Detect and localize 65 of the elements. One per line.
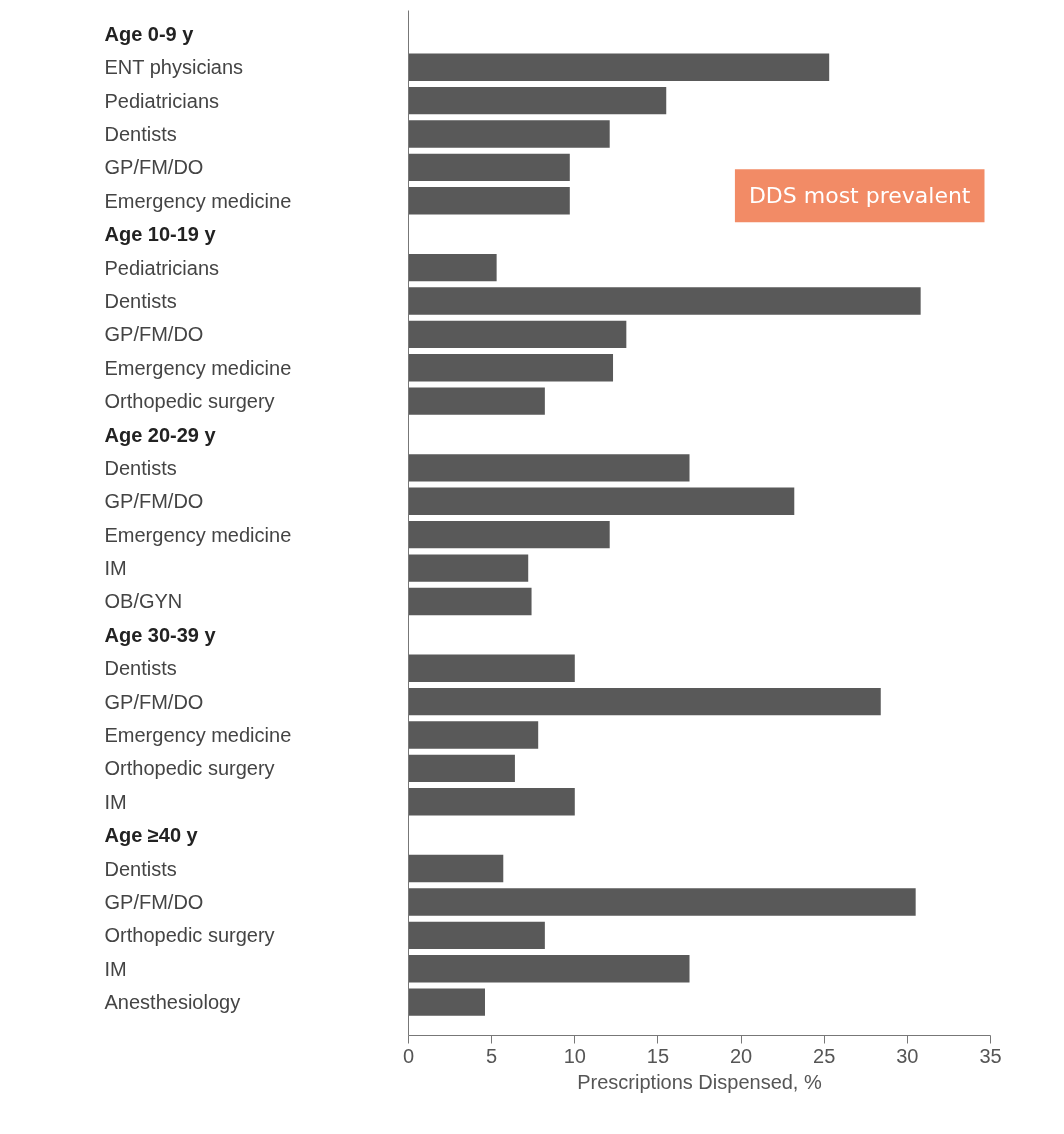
y-tick-label: GP/FM/DO [104,690,204,713]
y-tick-label: Age 0-9 y [104,22,195,45]
y-tick-label: GP/FM/DO [104,490,204,513]
y-tick-label: Age ≥40 y [104,824,199,847]
bar [408,921,545,950]
y-tick-label: IM [104,957,127,980]
y-tick-label: Orthopedic surgery [104,757,275,780]
y-tick-label: Emergency medicine [104,724,292,747]
y-tick-label: ENT physicians [104,56,244,79]
y-tick-label: IM [104,557,127,580]
y-tick-label: OB/GYN [104,590,183,613]
bar [408,888,916,916]
y-tick-label: IM [104,790,127,813]
bar [408,320,627,349]
y-tick-label: Orthopedic surgery [104,924,275,947]
bar [408,955,690,983]
y-tick-label: Dentists [104,657,177,680]
bar [408,721,539,749]
y-tick-label: Age 10-19 y [104,223,217,246]
bar [408,354,614,382]
bar [408,86,667,115]
y-tick-label: Dentists [104,456,177,479]
bar [408,120,610,148]
bar [408,587,532,616]
bar [408,687,881,716]
y-tick-label: GP/FM/DO [104,156,204,179]
y-tick-label: Emergency medicine [104,523,292,546]
x-tick-label: 20 [729,1044,753,1067]
bar [408,387,545,415]
annotation: DDS most prevalent [748,183,971,209]
y-tick-label: GP/FM/DO [104,323,204,346]
bar [408,487,795,515]
bar [408,253,497,282]
x-tick-label: 0 [402,1044,415,1067]
y-tick-label: Emergency medicine [104,356,292,379]
bar [408,654,575,682]
bar [408,854,504,883]
y-tick-label: Dentists [104,289,177,312]
bar [408,53,830,81]
y-tick-label: Pediatricians [104,256,220,279]
y-tick-label: GP/FM/DO [104,890,204,913]
x-tick-label: 30 [896,1044,919,1067]
y-tick-label: Dentists [104,123,177,146]
y-tick-label: Emergency medicine [104,189,292,212]
bar [408,554,529,582]
bar [408,988,485,1016]
bar [408,287,921,315]
y-tick-label: Dentists [104,857,177,880]
bar [408,454,690,482]
y-tick-label: Age 20-29 y [104,423,217,446]
bar [408,153,570,182]
bar [408,788,575,816]
y-tick-label: Pediatricians [104,89,220,112]
bar [408,187,570,215]
bar [408,521,610,549]
x-axis-title: Prescriptions Dispensed, % [577,1070,822,1093]
y-tick-label: Anesthesiology [104,991,241,1014]
x-tick-label: 25 [813,1044,836,1067]
x-tick-label: 5 [486,1044,498,1067]
y-tick-label: Orthopedic surgery [104,390,275,413]
x-tick-label: 35 [979,1044,1002,1067]
bar [408,754,515,783]
x-tick-label: 15 [646,1044,670,1067]
x-tick-label: 10 [563,1044,586,1067]
y-tick-label: Age 30-39 y [104,623,217,646]
